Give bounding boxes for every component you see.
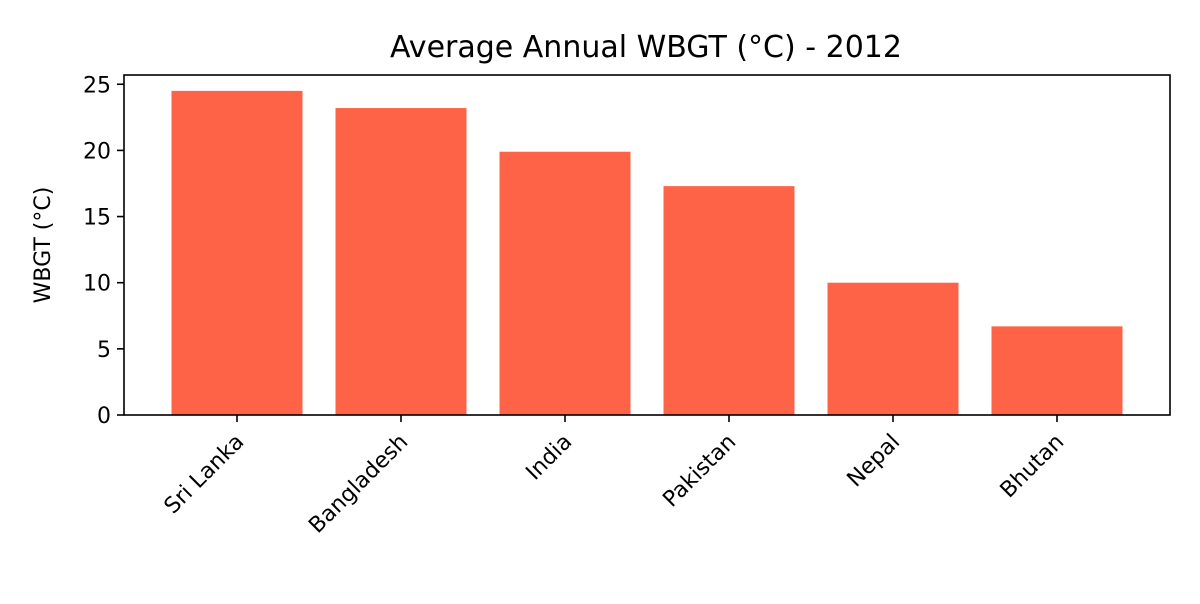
bar-pakistan — [663, 186, 795, 415]
y-tick-label: 20 — [83, 139, 111, 164]
bar-india — [499, 151, 631, 416]
y-tick-label: 25 — [83, 73, 111, 98]
y-tick-label: 5 — [97, 338, 111, 363]
x-axis-ticks: Sri Lanka Bangladesh India Pakistan Nepal Bhu… — [160, 415, 1070, 539]
x-tick-label: Bangladesh — [304, 430, 413, 539]
bar-bhutan — [991, 326, 1123, 415]
y-tick-label: 15 — [83, 206, 111, 231]
x-tick-label: Sri Lanka — [160, 430, 250, 520]
x-tick-label: Pakistan — [658, 430, 741, 513]
bars-layer — [171, 90, 1123, 416]
bar-nepal — [827, 282, 959, 415]
y-tick-label: 0 — [97, 404, 111, 429]
bar-sri-lanka — [171, 90, 303, 415]
plot-frame — [123, 74, 1171, 416]
y-tick-label: 10 — [83, 272, 111, 297]
bar-bangladesh — [335, 108, 467, 416]
chart-title: Average Annual WBGT (°C) - 2012 — [390, 30, 902, 65]
x-tick-label: India — [521, 430, 577, 486]
x-tick-label: Nepal — [843, 430, 906, 493]
y-axis-ticks: 0 5 10 15 20 25 — [83, 73, 124, 429]
x-tick-label: Bhutan — [996, 430, 1070, 504]
y-axis-label: WBGT (°C) — [31, 187, 56, 304]
